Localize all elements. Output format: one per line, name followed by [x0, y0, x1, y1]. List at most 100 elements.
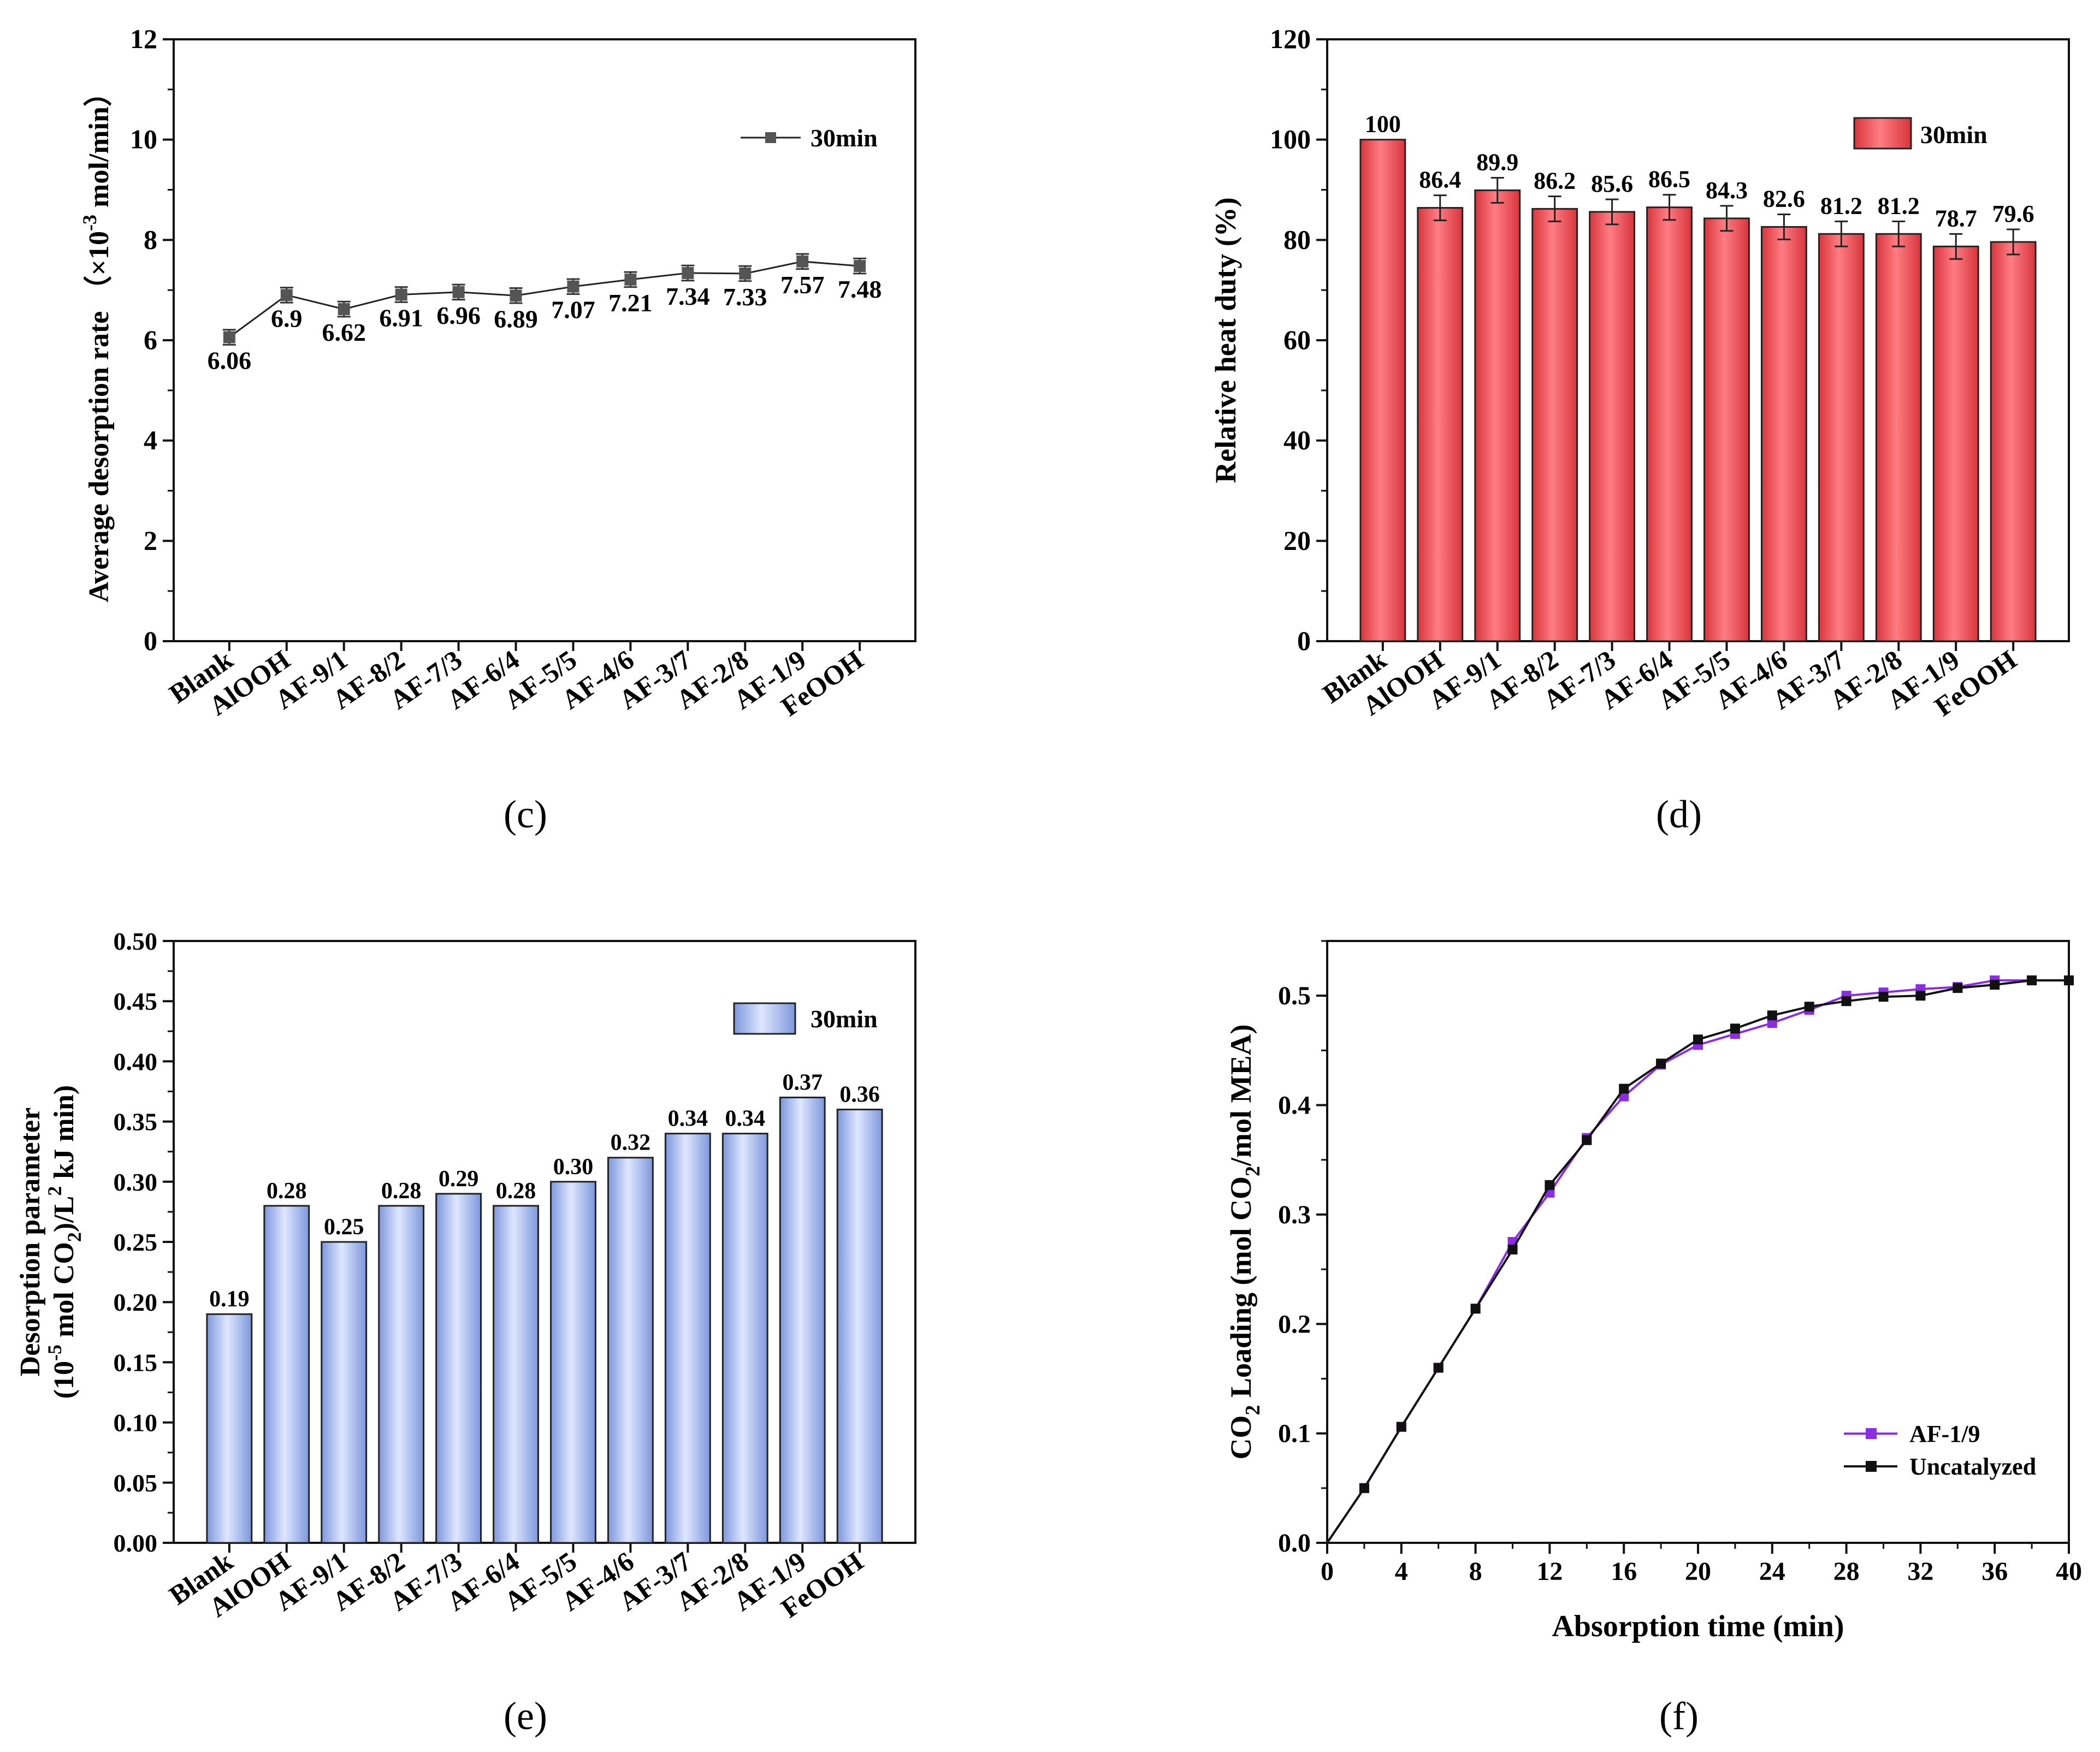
bar: [1589, 211, 1636, 642]
data-label: 86.5: [1648, 166, 1690, 193]
y-tick-label: 10: [130, 124, 157, 155]
y-tick-label: 4: [144, 425, 157, 455]
panel-label-e: (e): [504, 1694, 547, 1738]
chart-f: CO2 Loading (mol CO2/mol MEA) Absorption…: [1224, 940, 2082, 1643]
data-label: 0.25: [324, 1215, 364, 1240]
data-label: 79.6: [1992, 200, 2034, 227]
x-tick-label: 0: [1321, 1557, 1334, 1586]
data-point-uncatalyzed: [1619, 1084, 1629, 1094]
data-point-uncatalyzed: [1767, 1010, 1777, 1021]
data-label: 81.2: [1820, 192, 1862, 219]
data-point-uncatalyzed: [1396, 1422, 1406, 1432]
legend-swatch: [1853, 117, 1912, 150]
legend-marker-af19: [1866, 1428, 1877, 1439]
y-tick-label: 40: [1283, 425, 1311, 455]
bar: [1875, 233, 1922, 642]
legend-label-af19: AF-1/9: [1909, 1420, 1980, 1447]
y-tick-label: 0.25: [114, 1228, 158, 1256]
data-label: 0.30: [553, 1155, 594, 1180]
plot-frame: [173, 38, 916, 642]
data-point-uncatalyzed: [1582, 1135, 1592, 1145]
data-label: 7.48: [838, 275, 882, 303]
y-tick-label: 0: [144, 625, 157, 656]
y-axis-label: Relative heat duty (%): [1209, 197, 1242, 483]
y-tick-label: 80: [1283, 224, 1311, 254]
data-point: [280, 289, 293, 301]
y-tick-label: 0: [1297, 625, 1311, 656]
data-label: 6.91: [379, 304, 423, 332]
data-point-uncatalyzed: [1656, 1058, 1666, 1069]
data-point-uncatalyzed: [1730, 1023, 1740, 1034]
data-label: 78.7: [1935, 205, 1977, 232]
legend: 30min: [741, 124, 878, 152]
chart-e: Desorption parameter (10-5 mol CO2)/L2 k…: [15, 927, 916, 1624]
data-point: [567, 280, 579, 293]
data-point-uncatalyzed: [1359, 1483, 1369, 1493]
legend: AF-1/9 Uncatalyzed: [1844, 1420, 2036, 1480]
data-point-uncatalyzed: [2027, 975, 2037, 986]
y-tick-label: 60: [1283, 324, 1311, 355]
data-label: 0.37: [782, 1070, 823, 1096]
data-point-af19: [1767, 1018, 1777, 1028]
y-axis-label: CO2 Loading (mol CO2/mol MEA): [1224, 1024, 1264, 1459]
data-point: [854, 260, 866, 273]
legend: 30min: [733, 1002, 878, 1035]
bar: [435, 1193, 482, 1544]
chart-d: Relative heat duty (%) 30min 0 20 40 60 80 10…: [1209, 23, 2070, 722]
data-point-uncatalyzed: [1990, 980, 2000, 990]
bar: [1818, 233, 1865, 642]
data-label: 0.34: [668, 1106, 708, 1132]
data-point-uncatalyzed: [1470, 1304, 1481, 1314]
data-point-uncatalyzed: [1804, 1002, 1814, 1012]
x-tick-label: 28: [1833, 1557, 1860, 1586]
y-axis-label-line1: Desorption parameter: [15, 1108, 46, 1376]
bar: [550, 1181, 596, 1544]
bar: [1990, 241, 2037, 642]
data-label: 81.2: [1878, 192, 1920, 219]
y-tick-label: 2: [144, 525, 157, 555]
data-label: 82.6: [1763, 185, 1805, 212]
series-line-30min: [228, 261, 860, 338]
bar: [493, 1205, 539, 1544]
legend-label-uncatalyzed: Uncatalyzed: [1909, 1453, 2036, 1480]
data-label: 6.89: [494, 305, 538, 333]
data-label: 86.4: [1419, 167, 1461, 193]
data-point-uncatalyzed: [1841, 996, 1851, 1007]
legend-label: 30min: [811, 124, 878, 152]
legend: 30min: [1853, 117, 1987, 150]
legend-label: 30min: [1920, 121, 1987, 149]
data-label: 6.9: [271, 304, 303, 332]
data-point-uncatalyzed: [1953, 983, 1963, 993]
data-point-uncatalyzed: [1507, 1245, 1518, 1255]
data-point: [452, 286, 465, 298]
data-label: 7.21: [608, 289, 653, 317]
data-label: 0.19: [209, 1287, 250, 1312]
x-tick-label: 8: [1469, 1557, 1482, 1586]
y-tick-label: 0.05: [114, 1469, 158, 1497]
data-label: 0.36: [839, 1082, 880, 1108]
data-label: 7.34: [666, 282, 710, 310]
data-point-uncatalyzed: [1915, 991, 1926, 1001]
bar: [779, 1097, 826, 1544]
panel-label-d: (d): [1656, 792, 1702, 836]
y-tick-label: 0.30: [114, 1168, 158, 1196]
data-label: 6.06: [208, 346, 252, 374]
data-label: 6.96: [436, 301, 481, 329]
x-tick-label: 36: [1981, 1557, 2008, 1586]
data-label: 85.6: [1591, 170, 1633, 197]
y-tick-label: 0.00: [114, 1529, 158, 1557]
y-tick-label: 0.4: [1278, 1091, 1311, 1120]
data-point-uncatalyzed: [1545, 1180, 1555, 1190]
data-label: 86.2: [1534, 167, 1576, 194]
x-tick-label: 4: [1395, 1557, 1408, 1586]
data-point: [796, 255, 809, 268]
legend-marker: [765, 132, 776, 143]
bar: [1417, 207, 1464, 642]
data-label: 0.29: [439, 1167, 479, 1192]
y-tick-label: 0.3: [1278, 1200, 1311, 1229]
y-tick-label: 0.35: [114, 1108, 158, 1136]
y-tick-label: 6: [144, 324, 157, 355]
panel-label-f: (f): [1659, 1694, 1699, 1738]
x-tick-label: 40: [2056, 1557, 2082, 1586]
y-tick-label: 0.45: [114, 987, 158, 1015]
